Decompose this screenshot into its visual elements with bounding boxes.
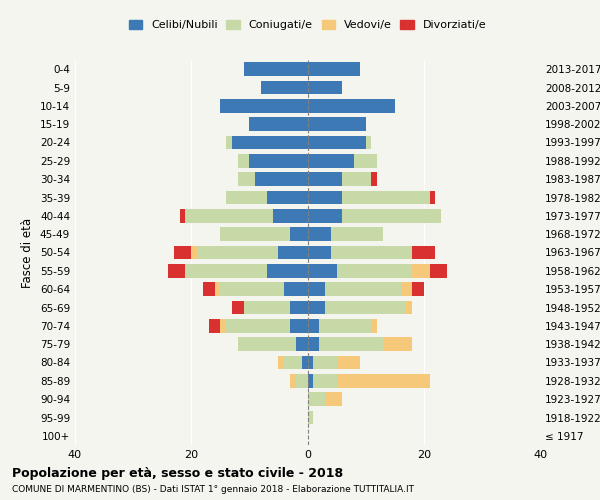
Bar bbox=[290, 228, 308, 241]
Bar bbox=[203, 282, 215, 296]
Bar bbox=[238, 338, 296, 351]
Bar bbox=[308, 99, 395, 112]
Bar bbox=[215, 282, 220, 296]
Bar bbox=[331, 228, 383, 241]
Bar bbox=[430, 190, 436, 204]
Bar bbox=[308, 136, 365, 149]
Bar bbox=[250, 118, 308, 131]
Bar bbox=[174, 246, 191, 260]
Bar bbox=[179, 209, 185, 222]
Bar bbox=[296, 338, 308, 351]
Bar bbox=[308, 62, 360, 76]
Bar bbox=[191, 246, 197, 260]
Bar bbox=[238, 154, 250, 168]
Bar bbox=[365, 136, 371, 149]
Bar bbox=[308, 300, 325, 314]
Bar bbox=[238, 172, 255, 186]
Bar bbox=[308, 246, 331, 260]
Bar bbox=[383, 338, 412, 351]
Bar bbox=[209, 319, 220, 332]
Bar bbox=[343, 190, 430, 204]
Bar bbox=[308, 338, 319, 351]
Bar bbox=[308, 264, 337, 278]
Bar bbox=[371, 319, 377, 332]
Bar bbox=[220, 228, 290, 241]
Bar bbox=[278, 246, 308, 260]
Bar bbox=[308, 172, 343, 186]
Bar bbox=[308, 209, 343, 222]
Bar bbox=[168, 264, 185, 278]
Legend: Celibi/Nubili, Coniugati/e, Vedovi/e, Divorziati/e: Celibi/Nubili, Coniugati/e, Vedovi/e, Di… bbox=[124, 16, 491, 35]
Bar bbox=[232, 136, 308, 149]
Bar bbox=[226, 136, 232, 149]
Bar bbox=[308, 392, 325, 406]
Bar bbox=[325, 392, 343, 406]
Bar bbox=[308, 319, 319, 332]
Bar bbox=[296, 374, 308, 388]
Bar bbox=[308, 118, 365, 131]
Bar bbox=[406, 300, 412, 314]
Bar bbox=[244, 300, 290, 314]
Text: Popolazione per età, sesso e stato civile - 2018: Popolazione per età, sesso e stato civil… bbox=[12, 468, 343, 480]
Bar bbox=[308, 374, 313, 388]
Bar bbox=[371, 172, 377, 186]
Y-axis label: Fasce di età: Fasce di età bbox=[22, 218, 34, 288]
Bar bbox=[337, 264, 412, 278]
Bar bbox=[278, 356, 284, 370]
Bar bbox=[319, 319, 371, 332]
Bar bbox=[325, 300, 406, 314]
Bar bbox=[313, 356, 337, 370]
Bar bbox=[185, 264, 267, 278]
Bar bbox=[232, 300, 244, 314]
Bar bbox=[250, 154, 308, 168]
Bar bbox=[185, 209, 272, 222]
Bar bbox=[290, 319, 308, 332]
Bar bbox=[308, 190, 343, 204]
Bar bbox=[412, 282, 424, 296]
Text: COMUNE DI MARMENTINO (BS) - Dati ISTAT 1° gennaio 2018 - Elaborazione TUTTITALIA: COMUNE DI MARMENTINO (BS) - Dati ISTAT 1… bbox=[12, 485, 414, 494]
Bar bbox=[331, 246, 412, 260]
Bar bbox=[337, 374, 430, 388]
Bar bbox=[197, 246, 278, 260]
Bar bbox=[308, 228, 331, 241]
Bar bbox=[308, 356, 313, 370]
Bar bbox=[401, 282, 412, 296]
Bar bbox=[284, 282, 308, 296]
Bar bbox=[412, 246, 436, 260]
Bar bbox=[267, 264, 308, 278]
Bar bbox=[290, 374, 296, 388]
Bar bbox=[343, 209, 441, 222]
Bar bbox=[308, 282, 325, 296]
Bar bbox=[313, 374, 337, 388]
Bar bbox=[430, 264, 447, 278]
Bar bbox=[325, 282, 401, 296]
Bar bbox=[308, 154, 354, 168]
Bar bbox=[261, 80, 308, 94]
Bar bbox=[272, 209, 308, 222]
Bar bbox=[244, 62, 308, 76]
Bar bbox=[220, 319, 226, 332]
Bar bbox=[354, 154, 377, 168]
Bar bbox=[308, 410, 313, 424]
Bar bbox=[267, 190, 308, 204]
Bar bbox=[290, 300, 308, 314]
Bar bbox=[412, 264, 430, 278]
Bar bbox=[302, 356, 308, 370]
Bar bbox=[319, 338, 383, 351]
Bar bbox=[220, 282, 284, 296]
Bar bbox=[226, 319, 290, 332]
Bar bbox=[308, 80, 343, 94]
Bar bbox=[255, 172, 308, 186]
Bar bbox=[220, 99, 308, 112]
Bar bbox=[284, 356, 302, 370]
Bar bbox=[343, 172, 371, 186]
Bar bbox=[226, 190, 267, 204]
Bar bbox=[337, 356, 360, 370]
